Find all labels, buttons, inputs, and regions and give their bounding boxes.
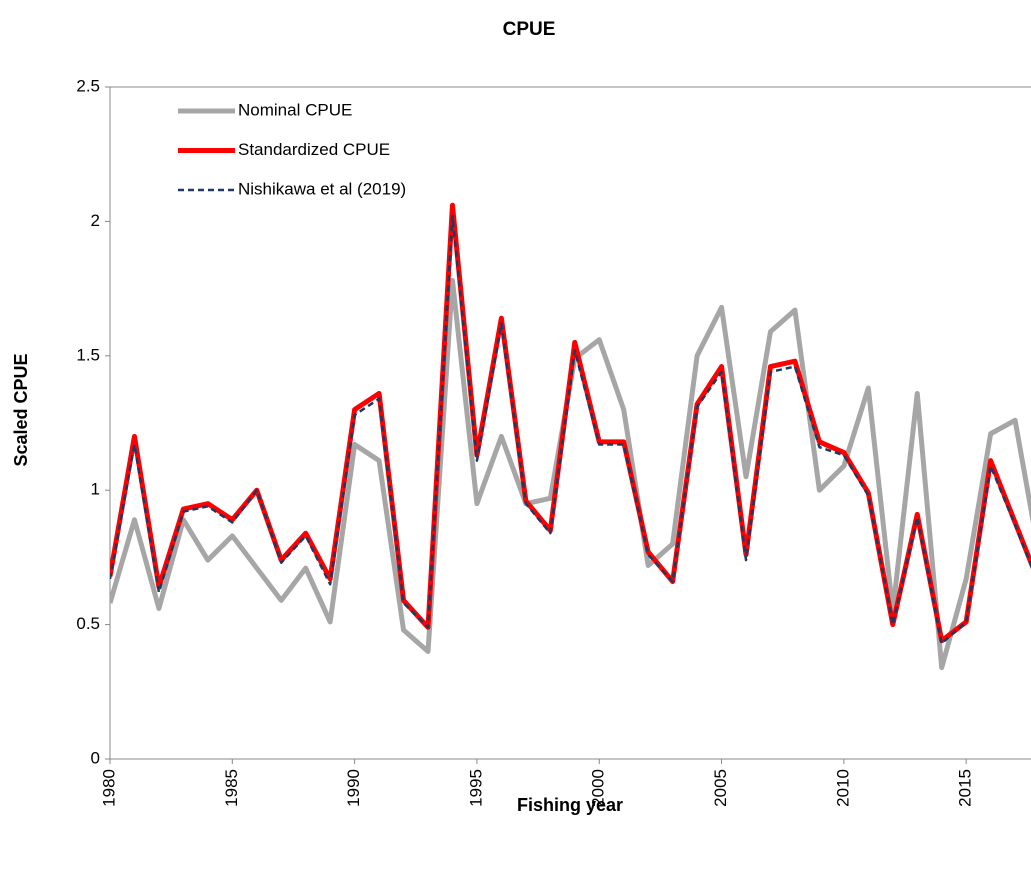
chart-title: CPUE bbox=[503, 19, 556, 40]
x-tick-label: 2005 bbox=[711, 769, 730, 807]
legend-label: Nominal CPUE bbox=[238, 100, 352, 119]
x-tick-label: 2015 bbox=[956, 769, 975, 807]
y-tick-label: 2 bbox=[91, 211, 100, 230]
series-layer bbox=[110, 202, 1031, 671]
x-tick-label: 2010 bbox=[833, 769, 852, 807]
x-tick-label: 2000 bbox=[589, 769, 608, 807]
legend-label: Standardized CPUE bbox=[238, 140, 390, 159]
y-tick-label: 0 bbox=[91, 748, 100, 767]
series-line bbox=[110, 278, 1031, 671]
y-axis-title: Scaled CPUE bbox=[11, 353, 31, 466]
x-tick-label: 1990 bbox=[344, 769, 363, 807]
y-tick-label: 1 bbox=[91, 480, 100, 499]
series-line bbox=[110, 202, 1031, 644]
y-tick-label: 2.5 bbox=[76, 76, 100, 95]
y-tick-label: 1.5 bbox=[76, 345, 100, 364]
x-axis-title: Fishing year bbox=[517, 795, 623, 815]
x-tick-label: 1980 bbox=[99, 769, 118, 807]
y-tick-label: 0.5 bbox=[76, 614, 100, 633]
x-tick-label: 1995 bbox=[466, 769, 485, 807]
legend-label: Nishikawa et al (2019) bbox=[238, 179, 406, 198]
x-tick-label: 1985 bbox=[222, 769, 241, 807]
series-line bbox=[110, 214, 1031, 645]
